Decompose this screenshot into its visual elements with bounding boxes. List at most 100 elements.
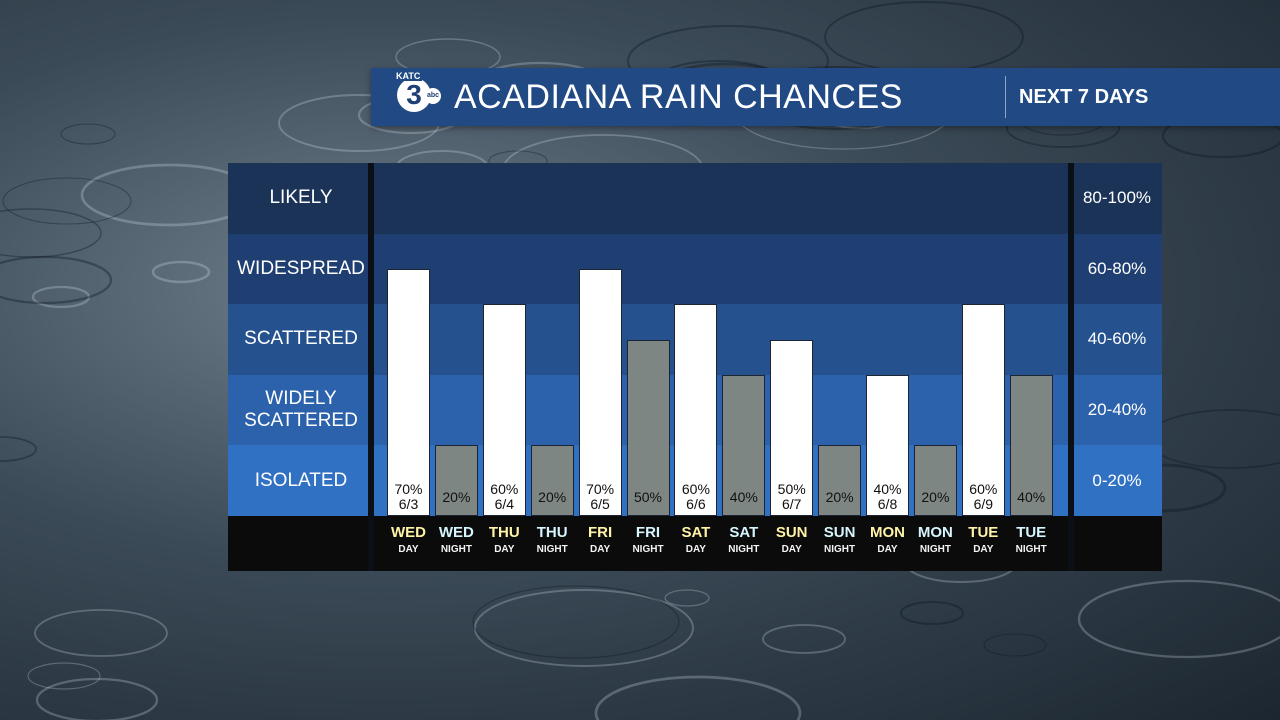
bar-wed-day (387, 268, 430, 516)
bar-value-label: 50% (633, 489, 663, 505)
bar-sat-night (722, 374, 766, 516)
logo-network: abc (425, 88, 441, 104)
day-part: NIGHT (1015, 544, 1047, 555)
band-label: WIDELY SCATTERED (244, 388, 358, 432)
ripple (31, 285, 91, 309)
day-part: NIGHT (632, 544, 664, 555)
day-name: MON (870, 524, 905, 541)
bar-value-label: 20% (442, 489, 471, 505)
band-range-label: 20-40% (1087, 400, 1147, 420)
day-name: SAT (729, 524, 759, 541)
ripple (151, 260, 211, 284)
ripple (1146, 409, 1280, 469)
rain-chance-chart: LIKELY 80-100% WIDESPREAD 60-80% SCATTERED 40… (228, 163, 1162, 571)
day-label-wed-day: WED DAY (385, 516, 433, 556)
bar-tue-day (961, 304, 1005, 516)
bar-value-label: 20% (921, 489, 950, 505)
day-name: MON (917, 524, 953, 541)
day-label-wed-night: WED NIGHT (432, 516, 480, 556)
day-label-strip: WED DAY WED NIGHT THU DAY THU NIGHT FRI DAY FRI NIG… (374, 516, 1068, 571)
bar-value-label: 20% (825, 489, 854, 505)
bar-thu-day (482, 304, 526, 516)
page-subtitle: NEXT 7 DAYS (1019, 86, 1149, 108)
bar-value-label: 70% 6/5 (586, 481, 615, 512)
day-part: NIGHT (728, 544, 760, 555)
day-name: SAT (681, 524, 711, 541)
day-label-fri-night: FRI NIGHT (624, 516, 672, 556)
day-label-tue-day: TUE DAY (959, 516, 1007, 556)
band-label: SCATTERED (244, 328, 358, 350)
ripple (474, 589, 694, 667)
band-widespread: WIDESPREAD 60-80% (228, 233, 1162, 305)
day-name: SUN (823, 524, 856, 541)
ripple (0, 208, 102, 258)
ripple (824, 1, 1024, 73)
day-part: DAY (877, 544, 898, 555)
ripple (34, 609, 168, 657)
day-part: NIGHT (536, 544, 568, 555)
ripple (35, 677, 159, 720)
band-label: ISOLATED (254, 469, 348, 491)
band-range-label: 0-20% (1092, 470, 1142, 490)
day-part: NIGHT (824, 544, 856, 555)
day-name: WED (391, 524, 426, 541)
day-part: DAY (398, 544, 419, 555)
logo-call-sign: KATC (394, 71, 423, 81)
day-name: THU (536, 524, 568, 541)
katc-abc-logo: 3 abc KATC (391, 71, 443, 122)
day-name: SUN (775, 524, 808, 541)
day-label-fri-day: FRI DAY (576, 516, 624, 556)
bar-mon-day (866, 374, 909, 516)
left-separator (368, 163, 374, 571)
bar-value-label: 40% (1017, 489, 1046, 505)
day-name: WED (438, 524, 474, 541)
ripple (1077, 579, 1280, 659)
bar-mon-night (913, 445, 957, 516)
bar-value-label: 60% 6/6 (681, 481, 710, 512)
right-separator (1068, 163, 1074, 571)
day-part: NIGHT (440, 544, 472, 555)
bar-value-label: 70% 6/3 (394, 481, 423, 512)
bar-wed-night (434, 445, 478, 516)
day-label-tue-night: TUE NIGHT (1007, 516, 1055, 556)
bar-value-label: 20% (538, 489, 567, 505)
bar-fri-night (626, 339, 670, 516)
bar-fri-day (578, 268, 622, 516)
bar-value-label: 40% (729, 489, 758, 505)
ripple (0, 436, 37, 462)
day-label-sun-night: SUN NIGHT (816, 516, 864, 556)
band-range-label: 40-60% (1087, 329, 1147, 349)
ripple (899, 600, 965, 626)
day-part: DAY (589, 544, 611, 555)
bar-sun-night (818, 445, 862, 516)
day-part: NIGHT (919, 544, 951, 555)
day-part: DAY (781, 544, 802, 555)
band-range-label: 60-80% (1087, 258, 1147, 278)
day-label-thu-day: THU DAY (480, 516, 528, 556)
header-divider (1005, 76, 1006, 118)
bar-thu-night (530, 445, 574, 516)
day-part: DAY (685, 544, 706, 555)
day-part: DAY (494, 544, 515, 555)
bar-value-label: 40% 6/8 (873, 481, 902, 512)
band-likely: LIKELY 80-100% (228, 163, 1162, 234)
bar-value-label: 60% 6/9 (969, 481, 998, 512)
bar-sun-day (770, 339, 814, 516)
bar-value-label: 50% 6/7 (777, 481, 806, 512)
day-name: TUE (968, 524, 999, 541)
day-name: THU (488, 524, 520, 541)
bar-tue-night (1009, 374, 1053, 516)
ripple (60, 123, 116, 145)
ripple (472, 585, 680, 659)
band-label: LIKELY (269, 187, 333, 209)
day-name: FRI (635, 524, 661, 541)
ripple (2, 177, 132, 225)
ripple (983, 633, 1047, 657)
ripple (664, 589, 710, 607)
ripple (594, 675, 802, 720)
day-label-sat-day: SAT DAY (672, 516, 720, 556)
ripple (0, 255, 113, 305)
day-part: DAY (973, 544, 994, 555)
band-range-label: 80-100% (1082, 188, 1152, 208)
day-label-mon-day: MON DAY (864, 516, 912, 556)
